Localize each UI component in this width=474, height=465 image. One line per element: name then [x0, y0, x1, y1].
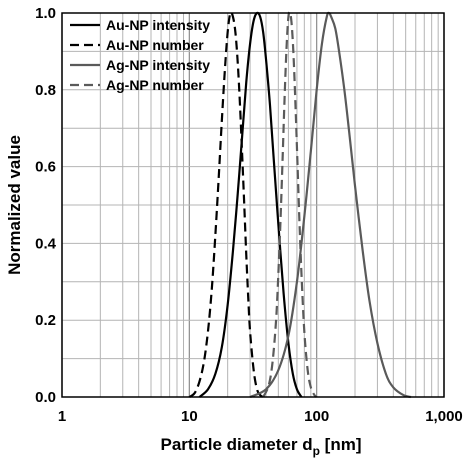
legend-label: Ag-NP intensity — [106, 57, 210, 73]
x-tick-label: 10 — [181, 408, 198, 425]
y-tick-label: 0.4 — [35, 235, 57, 252]
x-axis-label-main: Particle diameter d — [160, 435, 312, 454]
y-tick-label: 0.8 — [35, 82, 56, 99]
legend: Au-NP intensity Au-NP number Ag-NP intensi… — [70, 17, 210, 93]
x-axis-label-unit: [nm] — [320, 435, 362, 454]
x-tick-label: 1,000 — [425, 408, 463, 425]
y-tick-labels: 0.0 0.2 0.4 0.6 0.8 1.0 — [35, 5, 57, 406]
x-tick-labels: 1 10 100 1,000 — [58, 408, 463, 425]
x-axis-label: Particle diameter dp [nm] — [160, 435, 361, 458]
legend-label: Au-NP intensity — [106, 17, 210, 33]
series-line-ag-np-intensity — [249, 11, 412, 399]
legend-label: Au-NP number — [106, 37, 204, 53]
y-tick-label: 0.0 — [35, 389, 56, 406]
x-tick-label: 1 — [58, 408, 66, 425]
y-axis-label: Normalized value — [5, 135, 24, 275]
y-tick-label: 0.2 — [35, 312, 56, 329]
x-axis-label-subscript: p — [313, 444, 320, 458]
series-line-ag-np-number — [262, 10, 318, 398]
legend-label: Ag-NP number — [106, 77, 204, 93]
series-line-au-np-number — [188, 10, 264, 398]
x-tick-label: 100 — [304, 408, 329, 425]
y-tick-label: 0.6 — [35, 159, 56, 176]
y-tick-label: 1.0 — [35, 5, 56, 22]
plot-frame — [61, 12, 445, 398]
